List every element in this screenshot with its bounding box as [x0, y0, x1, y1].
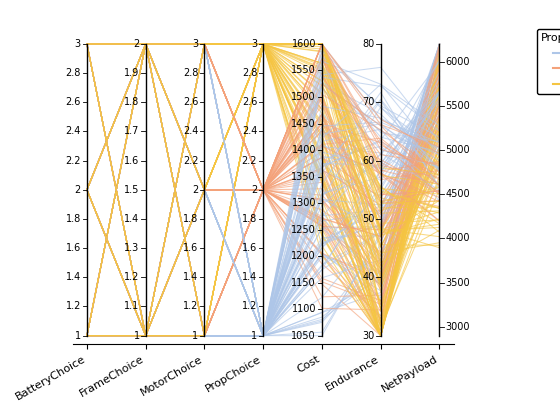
Text: 1.2: 1.2	[66, 302, 81, 312]
Text: 5500: 5500	[446, 101, 470, 111]
Text: 1: 1	[133, 331, 139, 341]
Text: 1500: 1500	[291, 92, 316, 102]
Text: 1150: 1150	[291, 278, 316, 288]
Text: 6000: 6000	[446, 57, 470, 67]
Text: 1.6: 1.6	[124, 156, 139, 165]
Text: 1.6: 1.6	[242, 243, 257, 253]
Text: 1.1: 1.1	[124, 302, 139, 312]
Text: 1.6: 1.6	[66, 243, 81, 253]
Text: 3: 3	[192, 39, 198, 49]
Text: 2.8: 2.8	[66, 68, 81, 78]
Text: 1200: 1200	[291, 251, 316, 261]
Text: 3000: 3000	[446, 322, 470, 332]
Text: 4000: 4000	[446, 234, 470, 244]
Text: 1.4: 1.4	[242, 272, 257, 282]
Text: 2.4: 2.4	[183, 126, 198, 136]
Text: 1.4: 1.4	[183, 272, 198, 282]
Text: 1: 1	[192, 331, 198, 341]
Text: 1.7: 1.7	[124, 126, 139, 136]
Text: 1250: 1250	[291, 225, 316, 235]
Text: 80: 80	[362, 39, 375, 49]
Text: 1.4: 1.4	[66, 272, 81, 282]
Text: 1350: 1350	[291, 171, 316, 181]
Text: 1450: 1450	[291, 118, 316, 129]
Text: 1: 1	[251, 331, 257, 341]
Text: 2.2: 2.2	[183, 156, 198, 165]
Text: 2.2: 2.2	[242, 156, 257, 165]
Text: 2.6: 2.6	[66, 97, 81, 108]
Text: 1600: 1600	[291, 39, 316, 49]
Text: 1.6: 1.6	[183, 243, 198, 253]
Text: 1.9: 1.9	[124, 68, 139, 78]
Text: 30: 30	[362, 331, 375, 341]
Text: 1.8: 1.8	[242, 214, 257, 224]
Text: 3500: 3500	[446, 278, 470, 288]
Text: 2.8: 2.8	[242, 68, 257, 78]
Text: 1.2: 1.2	[183, 302, 198, 312]
Text: 2: 2	[74, 185, 81, 195]
Text: 4500: 4500	[446, 189, 470, 199]
Text: 70: 70	[362, 97, 375, 108]
Text: 1.4: 1.4	[124, 214, 139, 224]
Text: 1.8: 1.8	[66, 214, 81, 224]
Text: 1.2: 1.2	[242, 302, 257, 312]
Text: 2: 2	[251, 185, 257, 195]
Text: 2.6: 2.6	[183, 97, 198, 108]
Text: 1.3: 1.3	[124, 243, 139, 253]
Text: 2.8: 2.8	[183, 68, 198, 78]
Text: 5000: 5000	[446, 145, 470, 155]
Text: 1.2: 1.2	[124, 272, 139, 282]
Text: 1100: 1100	[291, 304, 316, 314]
Text: 3: 3	[251, 39, 257, 49]
Text: 2: 2	[192, 185, 198, 195]
Text: 1.5: 1.5	[124, 185, 139, 195]
Text: 1050: 1050	[291, 331, 316, 341]
Text: 1300: 1300	[291, 198, 316, 208]
Text: 1400: 1400	[291, 145, 316, 155]
Text: 2: 2	[133, 39, 139, 49]
Text: 2.2: 2.2	[66, 156, 81, 165]
Text: 2.4: 2.4	[66, 126, 81, 136]
Text: 2.6: 2.6	[242, 97, 257, 108]
Text: 40: 40	[362, 272, 375, 282]
Text: 1550: 1550	[291, 66, 316, 76]
Text: 1.8: 1.8	[124, 97, 139, 108]
Text: 50: 50	[362, 214, 375, 224]
Text: 3: 3	[75, 39, 81, 49]
Text: 1.8: 1.8	[183, 214, 198, 224]
Text: 1: 1	[75, 331, 81, 341]
Text: 60: 60	[362, 156, 375, 165]
Text: 2.4: 2.4	[242, 126, 257, 136]
Legend: 1, 2, 3: 1, 2, 3	[536, 29, 560, 94]
